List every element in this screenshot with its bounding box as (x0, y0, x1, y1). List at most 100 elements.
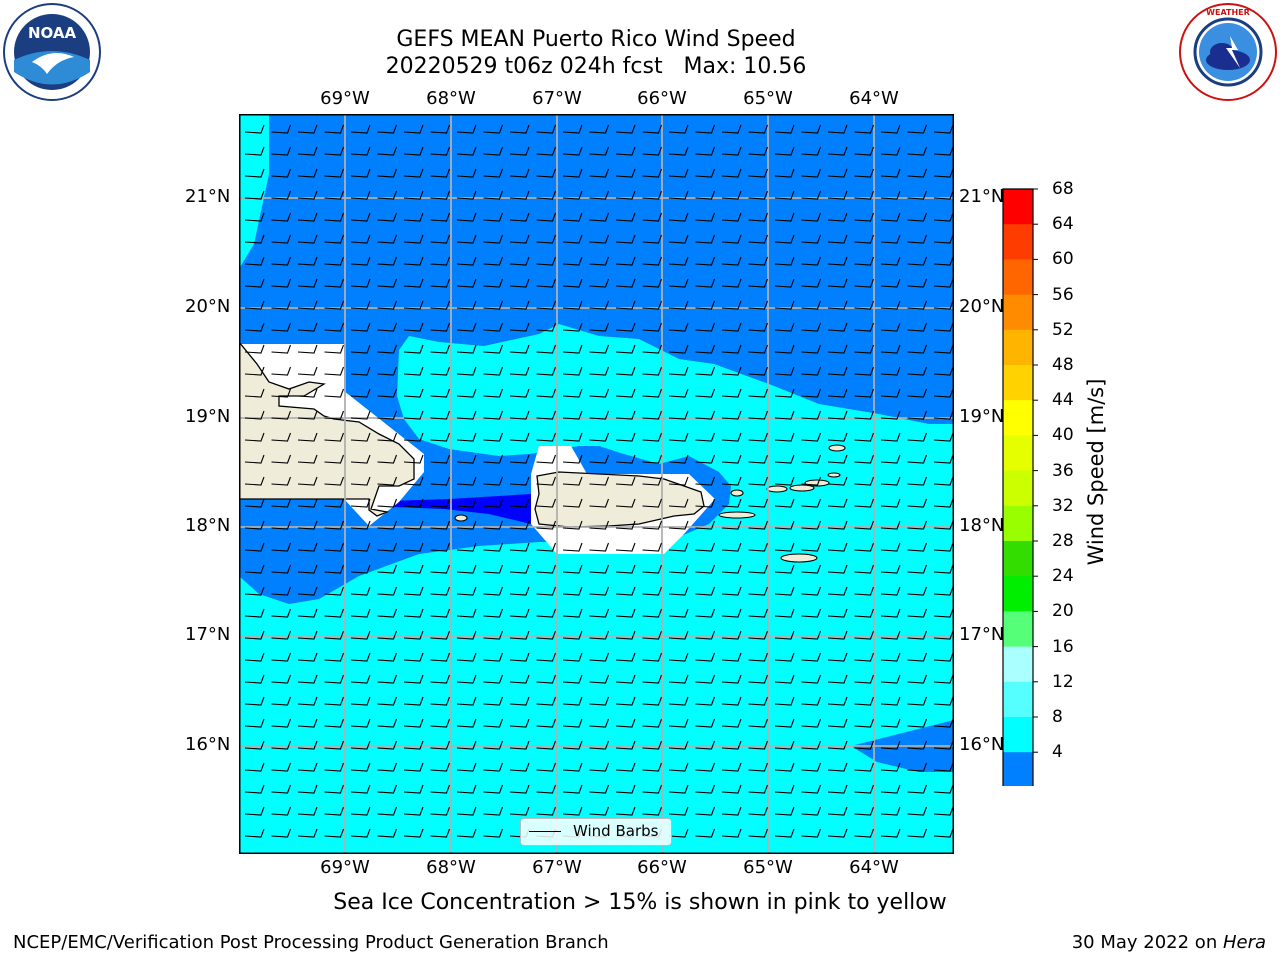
wind-barb (244, 498, 265, 508)
wind-barb (271, 212, 292, 222)
wind-barb (483, 366, 504, 376)
wind-barb (350, 168, 371, 178)
wind-barb (297, 498, 318, 508)
wind-barb (536, 740, 557, 750)
wind-barb (854, 608, 875, 618)
wind-barb (827, 366, 848, 376)
wind-barb (324, 410, 345, 420)
wind-barb (668, 630, 689, 640)
wind-barb (801, 212, 822, 222)
wind-barb (350, 608, 371, 618)
wind-barb (430, 278, 451, 288)
wind-barb (721, 212, 742, 222)
colorbar-segment (1003, 189, 1033, 225)
wind-barb (907, 564, 928, 574)
wind-barb (324, 542, 345, 552)
wind-barb (880, 410, 901, 420)
wind-barb (695, 388, 716, 398)
wind-barb (403, 762, 424, 772)
wind-barb (509, 718, 530, 728)
wind-barb (668, 146, 689, 156)
wind-barb (615, 234, 636, 244)
wind-barb (774, 740, 795, 750)
wind-barb (483, 828, 504, 838)
wind-barb (589, 586, 610, 596)
wind-barb (854, 718, 875, 728)
wind-barb (562, 806, 583, 816)
wind-barb (721, 278, 742, 288)
colorbar-segment (1003, 646, 1033, 683)
wind-barb (456, 410, 477, 420)
wind-barb (933, 300, 954, 310)
wind-barb (430, 586, 451, 596)
wind-barb (748, 542, 769, 552)
wind-barb (456, 212, 477, 222)
colorbar-tick-label: 52 (1052, 319, 1074, 340)
wind-barb (668, 300, 689, 310)
wind-barb (668, 608, 689, 618)
wind-barb (748, 806, 769, 816)
wind-barb (562, 740, 583, 750)
wind-barb (324, 696, 345, 706)
wind-barb (456, 454, 477, 464)
wind-barb (721, 410, 742, 420)
wind-barb (483, 674, 504, 684)
wind-barb (297, 740, 318, 750)
wind-barb (801, 828, 822, 838)
wind-barb (880, 828, 901, 838)
wind-barb (324, 256, 345, 266)
wind-barb (562, 432, 583, 442)
wind-barb (297, 762, 318, 772)
wind-barb (827, 520, 848, 530)
wind-barb (854, 410, 875, 420)
wind-barb (854, 630, 875, 640)
wind-barb (271, 586, 292, 596)
wind-barb (827, 608, 848, 618)
wind-barb (801, 674, 822, 684)
wind-barb (483, 520, 504, 530)
wind-barb (324, 586, 345, 596)
wind-barb (854, 432, 875, 442)
wind-barb (403, 828, 424, 838)
wind-barb (933, 410, 954, 420)
wind-barb (801, 410, 822, 420)
wind-barb (403, 564, 424, 574)
wind-barb (377, 784, 398, 794)
wind-barb (350, 300, 371, 310)
wind-barb (615, 608, 636, 618)
wind-barb (933, 454, 954, 464)
wind-barb (615, 806, 636, 816)
wind-barb (854, 806, 875, 816)
wind-barb (430, 652, 451, 662)
lat-label: 19°N (185, 406, 231, 427)
wind-barb (509, 652, 530, 662)
wind-barb (827, 168, 848, 178)
wind-barb (536, 344, 557, 354)
wind-barb (907, 630, 928, 640)
wind-barb (615, 146, 636, 156)
wind-barb (536, 542, 557, 552)
wind-barb (456, 498, 477, 508)
wind-barb (483, 124, 504, 134)
wind-barb (933, 542, 954, 552)
wind-barb (615, 388, 636, 398)
wind-barb (695, 278, 716, 288)
wind-barb-legend-line (529, 831, 561, 832)
wind-barb (748, 740, 769, 750)
wind-barb (668, 476, 689, 486)
wind-barb (615, 718, 636, 728)
wind-barb (483, 388, 504, 398)
wind-barb (244, 388, 265, 398)
wind-barb (456, 674, 477, 684)
wind-barb (562, 498, 583, 508)
wind-barb (403, 674, 424, 684)
wind-barb (350, 124, 371, 134)
wind-barb (324, 300, 345, 310)
wind-barb (907, 784, 928, 794)
wind-barb (324, 322, 345, 332)
wind-barb (748, 630, 769, 640)
wind-barb (827, 476, 848, 486)
wind-barb (721, 586, 742, 596)
wind-barb (827, 432, 848, 442)
wind-barb (748, 564, 769, 574)
